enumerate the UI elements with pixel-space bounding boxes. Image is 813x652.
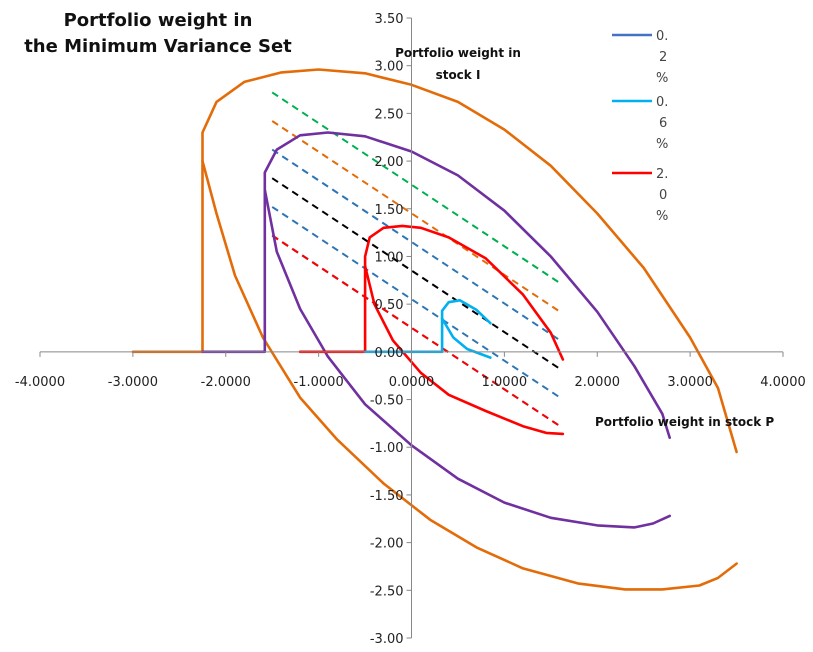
dashed-series-line [271, 234, 561, 428]
legend: 0. 2 % 0. 6 % 2. 0 % [612, 29, 668, 224]
y-tick-layer: -3.00 -2.50 -2.00 -1.50 -1.00 -0.50 0.00 0.50 1.… [370, 12, 412, 647]
x-tick-label: 4.0000 [760, 375, 806, 390]
x-tick-label: 2.0000 [575, 375, 621, 390]
legend-entry: 0. 6 % [612, 95, 668, 152]
y-axis-title-line-1: Portfolio weight in [395, 46, 521, 60]
series-line [263, 188, 672, 529]
legend-label-line: 6 [659, 116, 667, 131]
y-tick-label: 0.00 [375, 346, 404, 361]
series-line [363, 264, 565, 436]
y-tick-label: -2.00 [370, 537, 404, 552]
x-tick-label: -4.0000 [15, 375, 65, 390]
x-tick-label: -1.0000 [294, 375, 344, 390]
x-tick-label: -3.0000 [108, 375, 158, 390]
x-tick-label: 1.0000 [482, 375, 528, 390]
x-axis-title: Portfolio weight in stock P [595, 415, 774, 429]
legend-label-line: 2. [656, 167, 668, 182]
y-tick-label: 3.50 [375, 12, 404, 27]
y-tick-label: 2.00 [375, 155, 404, 170]
dashed-series-line [271, 120, 561, 313]
x-tick-label: 0.0000 [389, 375, 435, 390]
legend-label-line: 2 [659, 50, 667, 65]
dashed-series-line [271, 206, 561, 399]
y-axis-title-line-2: stock I [436, 68, 481, 82]
y-tick-label: 2.50 [375, 107, 404, 122]
legend-entry: 0. 2 % [612, 29, 668, 86]
dashed-series-line [271, 177, 561, 370]
chart-title-line-2: the Minimum Variance Set [24, 36, 292, 57]
series-layer [131, 68, 738, 591]
legend-label-line: 0. [656, 29, 668, 44]
y-tick-label: 0.50 [375, 298, 404, 313]
legend-label-line: 0. [656, 95, 668, 110]
legend-label-line: % [656, 71, 668, 86]
chart-title-line-1: Portfolio weight in [64, 10, 253, 31]
y-tick-label: -2.50 [370, 584, 404, 599]
y-tick-label: -3.00 [370, 632, 404, 647]
legend-label-line: % [656, 209, 668, 224]
dashed-series-line [271, 148, 561, 342]
x-tick-label: 3.0000 [667, 375, 713, 390]
legend-label-line: % [656, 137, 668, 152]
y-tick-label: -1.00 [370, 441, 404, 456]
legend-label-line: 0 [659, 188, 667, 203]
y-tick-label: -0.50 [370, 394, 404, 409]
y-tick-label: 1.50 [375, 203, 404, 218]
x-tick-label: -2.0000 [201, 375, 251, 390]
series-line [440, 317, 492, 359]
y-tick-label: -1.50 [370, 489, 404, 504]
legend-entry: 2. 0 % [612, 167, 668, 224]
y-tick-label: 3.00 [375, 60, 404, 75]
series-line [201, 159, 738, 591]
dashed-series-line [271, 91, 561, 285]
x-tick-layer: -4.0000 -3.0000 -2.0000 -1.0000 0.0000 1.0000… [15, 351, 806, 390]
y-tick-label: 1.00 [375, 250, 404, 265]
